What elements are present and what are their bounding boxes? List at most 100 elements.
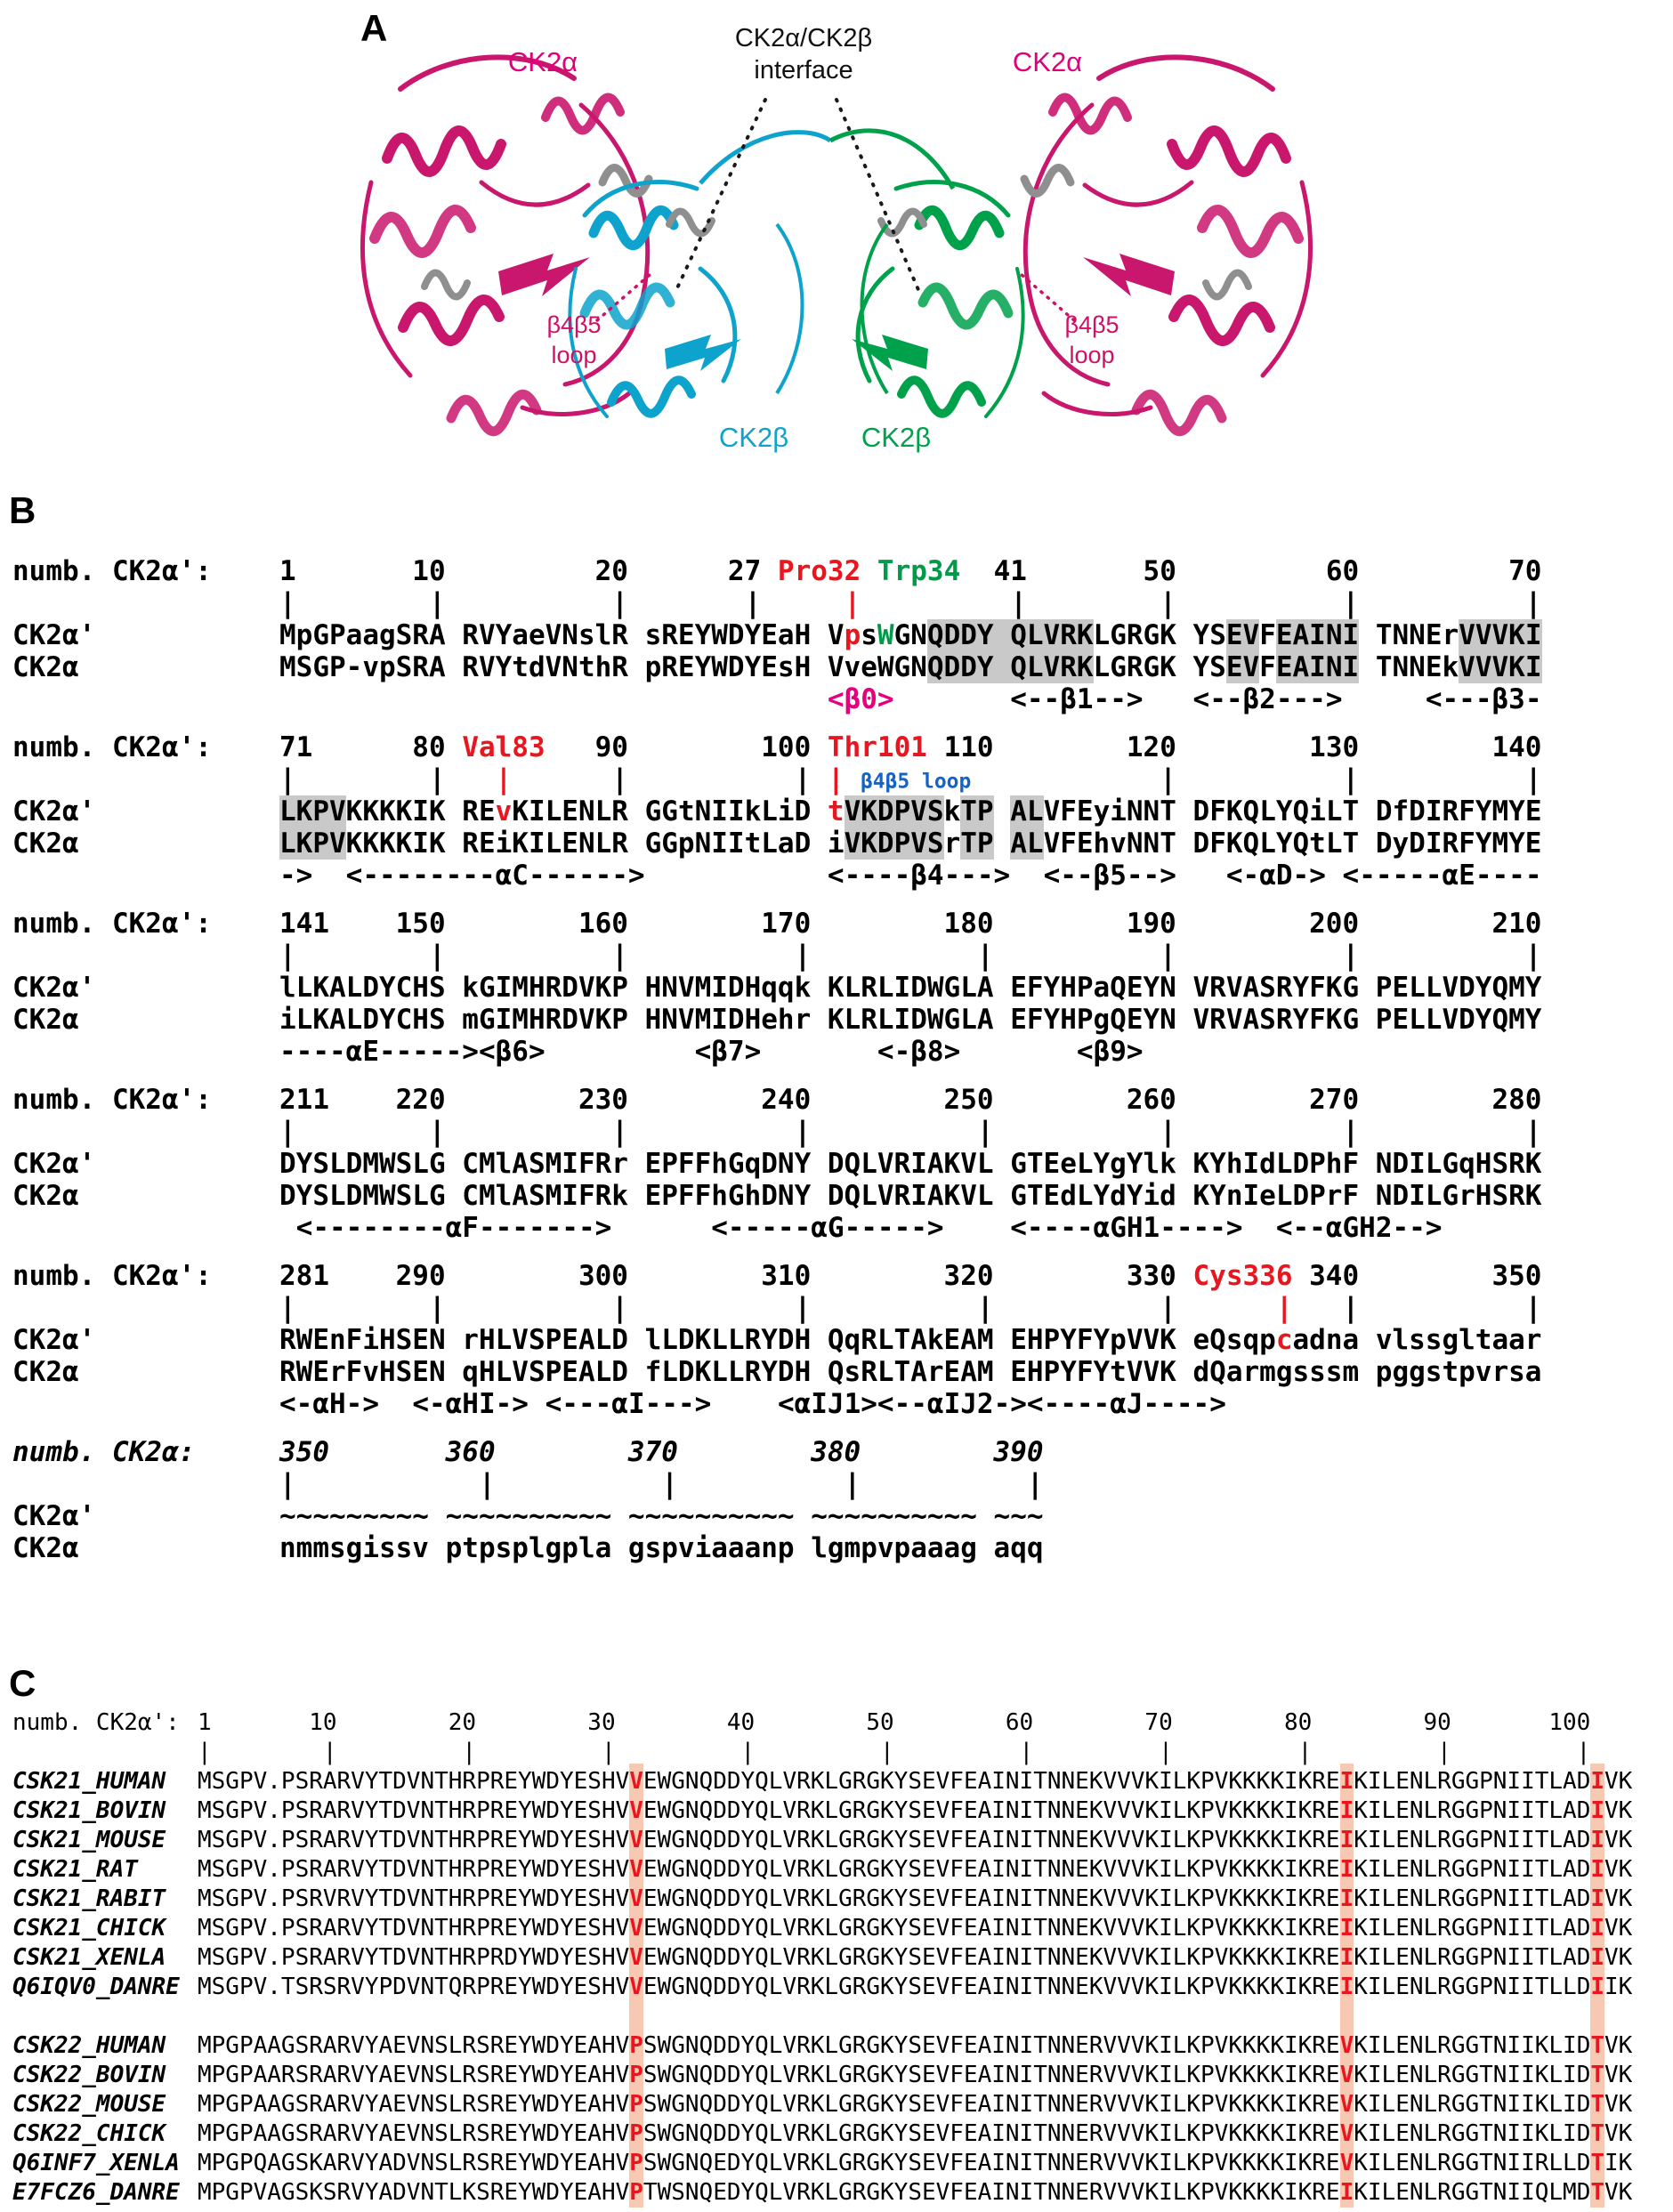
seq-segment: adna vlssgltaar xyxy=(1292,1324,1542,1356)
ck2b-cyan-interface-loop xyxy=(699,130,832,185)
seq-segment-gray: TP xyxy=(960,795,994,827)
alignment-block: numb. CK2α': 141 150 160 170 180 190 200 … xyxy=(12,908,1542,1068)
seq-segment-hl: V xyxy=(629,1797,643,1824)
row-label: CK2α xyxy=(12,827,79,860)
seq-segment-hl: I xyxy=(1339,2179,1354,2206)
seq-segment xyxy=(611,1212,711,1244)
seq-segment-gray: LKPV xyxy=(279,795,346,827)
seq-segment: | | | | | | | | | | | xyxy=(198,1739,1591,1765)
sequence-ck2a: CK2α DYSLDMWSLG CMlASMIFRk EPFFhGhDNY DQL… xyxy=(12,1180,1542,1212)
seq-segment: KILENLRGGTNIIKLID xyxy=(1354,2032,1591,2059)
seq-segment: EWGNQDDYQLVRKLGRGKYSEVFEAINITNNEKVVVKILK… xyxy=(643,1915,1340,1942)
seq-segment: MSGPV.PSRARVYTDVNTHRPREYWDYESHV xyxy=(198,1768,630,1795)
seq-segment-red: | xyxy=(827,763,845,795)
seq-segment: ----αE-----> xyxy=(279,1036,479,1068)
b4b5-pointer-left xyxy=(595,272,652,322)
seq-segment-hl: T xyxy=(1590,2120,1605,2147)
row-label: numb. CK2α': xyxy=(12,1260,212,1292)
seq-segment xyxy=(1359,619,1376,651)
conserved-column-highlight xyxy=(1590,1764,1604,2208)
seq-segment: 71 80 xyxy=(279,731,463,763)
seq-segment xyxy=(1243,1212,1276,1244)
seq-segment: <-----αE---- xyxy=(1342,860,1542,892)
seq-segment: <-β8> xyxy=(877,1036,961,1068)
row-label: CSK22_CHICK xyxy=(12,2120,166,2147)
seq-segment xyxy=(379,1388,412,1420)
panel-b-blocks: numb. CK2α': 1 10 20 27 Pro32 Trp34 41 50… xyxy=(12,555,1542,1564)
seq-segment-hl: P xyxy=(629,2091,643,2118)
seq-segment-hl: I xyxy=(1590,1856,1605,1883)
alignment-block: numb. CK2α: 350 360 370 380 390 | | | | | C… xyxy=(12,1436,1542,1564)
seq-segment: SWGNQDDYQLVRKLGRGKYSEVFEAINITNNERVVVKILK… xyxy=(643,2091,1340,2118)
sequence-row: CSK21_XENLA MSGPV.PSRARVYTDVNTHRPRDYWDYES… xyxy=(12,1943,1632,1973)
sequence-ck2a: CK2α nmmsgissv ptpsplgpla gspviaaanp lgmp… xyxy=(12,1532,1542,1564)
seq-segment: MPGPAARSRARVYAEVNSLRSREYWDYEAHV xyxy=(198,2062,630,2088)
seq-segment-gray: EV xyxy=(1225,651,1260,683)
seq-segment: MpGPaagSRA RVYaeVNslR sREYWDYEaH V xyxy=(279,619,845,651)
seq-segment-gray: QDDY QLVRK xyxy=(926,651,1094,683)
row-label: CSK21_XENLA xyxy=(12,1944,166,1971)
seq-segment: GN xyxy=(893,619,927,651)
seq-segment-hl: I xyxy=(1590,1885,1605,1912)
seq-segment: MSGPV.PSRARVYTDVNTHRPREYWDYESHV xyxy=(198,1856,630,1883)
seq-segment xyxy=(861,555,877,587)
row-label: CK2α' xyxy=(12,1500,96,1532)
secondary-structure-line: <-αH-> <-αHI-> <---αI---> <αIJ1><--αIJ2-… xyxy=(12,1388,1542,1420)
row-label: numb. CK2α': xyxy=(12,555,212,587)
seq-segment: <--β5--> xyxy=(1043,860,1176,892)
group-gap xyxy=(12,2002,1632,2031)
seq-segment xyxy=(711,1388,778,1420)
seq-segment xyxy=(761,1036,877,1068)
seq-segment: MSGP-vpSRA RVYtdVNthR pREYWDYEsH VveWGN xyxy=(279,651,927,683)
row-label: CK2α xyxy=(12,1532,79,1564)
seq-segment-red: | xyxy=(495,763,513,795)
seq-segment-gray: VKDPVS xyxy=(844,795,944,827)
seq-segment-gray: EAINI xyxy=(1275,651,1360,683)
seq-segment: iLKALDYCHS mGIMHRDVKP HNVMIDHehr KLRLIDW… xyxy=(279,1004,1542,1036)
tick-line: | | | | | | | | | xyxy=(12,1292,1542,1324)
seq-segment-hl: I xyxy=(1339,1974,1354,2000)
sequence-ck2a-prime: CK2α' DYSLDMWSLG CMlASMIFRr EPFFhGqDNY DQ… xyxy=(12,1148,1542,1180)
seq-segment xyxy=(1359,651,1376,683)
seq-segment: EWGNQDDYQLVRKLGRGKYSEVFEAINITNNEKVVVKILK… xyxy=(643,1768,1340,1795)
row-label: CK2α' xyxy=(12,1148,96,1180)
seq-segment: <----αJ----> xyxy=(1026,1388,1226,1420)
alignment-block: numb. CK2α': 71 80 Val83 90 100 Thr101 11… xyxy=(12,731,1542,892)
sequence-ck2a-prime: CK2α' RWEnFiHSEN rHLVSPEALD lLDKLLRYDH Qq… xyxy=(12,1324,1542,1356)
seq-segment: KILENLRGGTNIIKLID xyxy=(1354,2091,1591,2118)
sequence-row: E7FCZ6_DANRE MPGPVAGSKSRVYADVNTLKSREYWDYE… xyxy=(12,2178,1632,2208)
seq-segment: k xyxy=(943,795,961,827)
seq-segment: MPGPVAGSKSRVYADVNTLKSREYWDYEAHV xyxy=(198,2179,630,2206)
interface-label-line2: interface xyxy=(754,56,853,85)
seq-segment: SWGNQDDYQLVRKLGRGKYSEVFEAINITNNERVVVKILK… xyxy=(643,2062,1340,2088)
ck2b-green-strand xyxy=(860,222,889,395)
seq-segment: 90 100 xyxy=(545,731,828,763)
seq-segment-hl: V xyxy=(629,1974,643,2000)
panel-c-alignment-panel: numb. CK2α': 1 10 20 30 40 50 60 70 80 90… xyxy=(12,1708,1632,2208)
seq-segment-hl: V xyxy=(1339,2120,1354,2147)
seq-segment-hl: T xyxy=(1590,2032,1605,2059)
sequence-ck2a: CK2α iLKALDYCHS mGIMHRDVKP HNVMIDHehr KLR… xyxy=(12,1004,1542,1036)
protein-structure-illustration: CK2α CK2α CK2α/CK2β interface β4β5 loop … xyxy=(316,24,1357,453)
ck2a-label-left: CK2α xyxy=(508,46,578,77)
sequence-ck2a-prime: CK2α' LKPVKKKKIK REvKILENLR GGtNIIkLiD tV… xyxy=(12,795,1542,827)
seq-segment: | | | | | | | | xyxy=(279,940,1542,972)
seq-segment: 141 150 160 170 180 190 200 210 xyxy=(279,908,1542,940)
seq-segment: EWGNQDDYQLVRKLGRGKYSEVFEAINITNNEKVVVKILK… xyxy=(643,1885,1340,1912)
seq-segment: LGRGK xyxy=(1093,619,1193,651)
seq-segment-gray: VKDPVS xyxy=(844,827,944,860)
row-label: CK2α' xyxy=(12,619,96,651)
ck2b-left-ribbon xyxy=(570,182,741,416)
seq-segment: | | xyxy=(1292,1292,1542,1324)
seq-segment: KILENLRGGTNIIKLID xyxy=(1354,2120,1591,2147)
numbering-line: numb. CK2α': 71 80 Val83 90 100 Thr101 11… xyxy=(12,731,1542,763)
seq-segment-gray: QDDY QLVRK xyxy=(926,619,1094,651)
seq-segment: KILENLRGGPNIITLAD xyxy=(1354,1768,1591,1795)
seq-segment xyxy=(546,1036,695,1068)
sequence-row: CSK21_HUMAN MSGPV.PSRARVYTDVNTHRPREYWDYES… xyxy=(12,1767,1632,1796)
sequence-row: CSK21_MOUSE MSGPV.PSRARVYTDVNTHRPREYWDYES… xyxy=(12,1826,1632,1855)
row-label: CSK21_MOUSE xyxy=(12,1827,166,1853)
seq-segment: <--αGH2--> xyxy=(1275,1212,1443,1244)
seq-segment: s xyxy=(861,619,877,651)
b4b5-loop-label-left-line2: loop xyxy=(551,342,596,368)
